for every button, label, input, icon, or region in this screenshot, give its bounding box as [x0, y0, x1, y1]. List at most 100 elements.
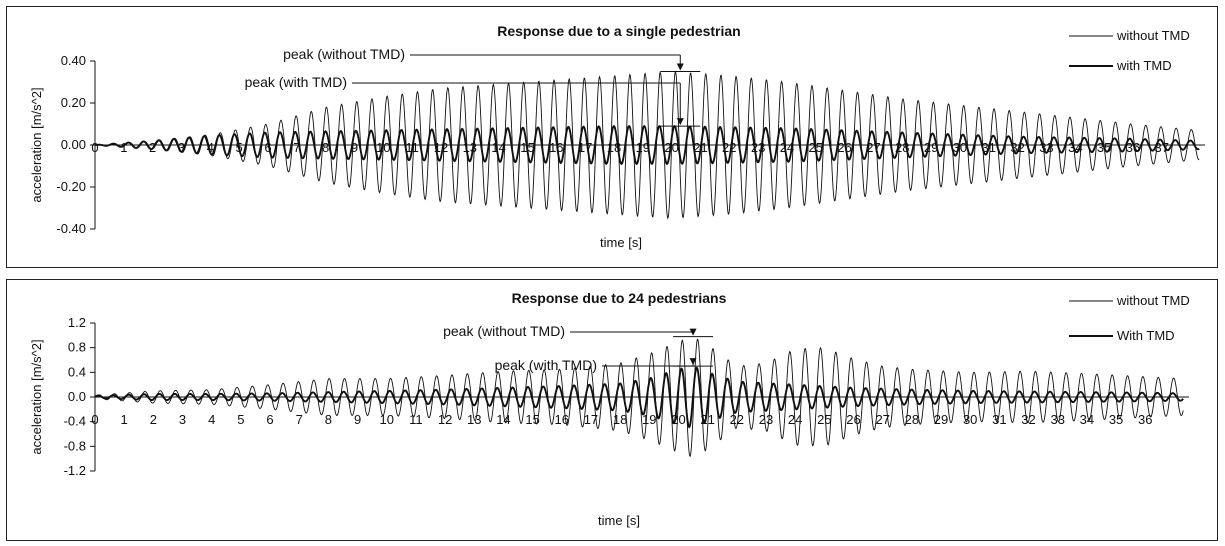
- x-tick-label: 25: [809, 140, 823, 155]
- x-tick-label: 26: [837, 140, 851, 155]
- x-tick-label: 34: [1068, 140, 1082, 155]
- x-tick-label: 14: [491, 140, 505, 155]
- x-tick-label: 9: [354, 412, 361, 427]
- x-tick-label: 23: [759, 412, 773, 427]
- x-tick-label: 0: [91, 140, 98, 155]
- x-tick-label: 15: [525, 412, 539, 427]
- x-axis-label: time [s]: [600, 235, 642, 250]
- x-tick-label: 5: [237, 412, 244, 427]
- annotation-label: peak (without TMD): [283, 46, 405, 62]
- x-tick-label: 35: [1097, 140, 1111, 155]
- x-tick-label: 22: [722, 140, 736, 155]
- x-tick-label: 37: [1155, 140, 1169, 155]
- x-tick-label: 10: [376, 140, 390, 155]
- chart-24-pedestrians: Response due to 24 pedestrians accelerati…: [29, 290, 1190, 528]
- y-tick-label: 1.2: [68, 315, 86, 330]
- y-tick-label: 0.00: [61, 137, 86, 152]
- annotation-arrow: [689, 328, 697, 336]
- y-tick-label: -1.2: [64, 463, 86, 478]
- x-tick-label: 2: [149, 140, 156, 155]
- x-tick-label: 1: [120, 140, 127, 155]
- x-tick-label: 4: [208, 412, 215, 427]
- annotation-arrow: [676, 118, 684, 126]
- x-tick-label: 27: [875, 412, 889, 427]
- x-tick-label: 6: [264, 140, 271, 155]
- x-tick-label: 28: [895, 140, 909, 155]
- x-tick-label: 10: [379, 412, 393, 427]
- x-tick-label: 28: [905, 412, 919, 427]
- x-tick-label: 27: [866, 140, 880, 155]
- annotation-arrow: [676, 63, 684, 71]
- x-tick-label: 3: [179, 412, 186, 427]
- x-tick-label: 21: [693, 140, 707, 155]
- annotation-arrow: [689, 358, 697, 366]
- x-tick-label: 29: [934, 412, 948, 427]
- series-line-without-tmd: [94, 70, 1200, 220]
- annotation-label: peak (with TMD): [495, 357, 597, 373]
- x-tick-label: 30: [953, 140, 967, 155]
- chart-title: Response due to 24 pedestrians: [512, 290, 727, 306]
- x-tick-label: 29: [924, 140, 938, 155]
- x-axis-label: time [s]: [598, 513, 640, 528]
- series-line-with-tmd: [94, 124, 1200, 166]
- x-tick-label: 14: [496, 412, 510, 427]
- x-tick-label: 11: [409, 412, 423, 427]
- x-tick-label: 12: [434, 140, 448, 155]
- chart-title: Response due to a single pedestrian: [497, 23, 741, 39]
- x-tick-label: 0: [91, 412, 98, 427]
- chart-single-pedestrian: Response due to a single pedestrian accel…: [29, 23, 1205, 250]
- chart-panel-single-pedestrian: Response due to a single pedestrian accel…: [6, 6, 1218, 268]
- x-tick-label: 16: [549, 140, 563, 155]
- x-tick-label: 36: [1138, 412, 1152, 427]
- x-tick-label: 22: [730, 412, 744, 427]
- x-tick-label: 34: [1080, 412, 1094, 427]
- x-tick-label: 20: [671, 412, 685, 427]
- x-tick-label: 21: [700, 412, 714, 427]
- x-tick-label: 31: [982, 140, 996, 155]
- y-tick-label: 0.0: [68, 389, 86, 404]
- x-tick-label: 5: [236, 140, 243, 155]
- x-tick-label: 7: [296, 412, 303, 427]
- y-tick-label: 0.8: [68, 340, 86, 355]
- y-tick-label: -0.8: [64, 438, 86, 453]
- y-tick-label: 0.20: [61, 95, 86, 110]
- x-tick-label: 8: [322, 140, 329, 155]
- x-tick-label: 3: [178, 140, 185, 155]
- legend-label: with TMD: [1116, 58, 1172, 73]
- x-tick-label: 4: [207, 140, 214, 155]
- x-tick-label: 23: [751, 140, 765, 155]
- x-tick-label: 1: [121, 412, 128, 427]
- series-line-with-tmd: [94, 366, 1184, 429]
- y-tick-label: 0.4: [68, 364, 86, 379]
- x-tick-label: 11: [405, 140, 419, 155]
- x-tick-label: 16: [555, 412, 569, 427]
- x-tick-label: 15: [520, 140, 534, 155]
- annotation-label: peak (without TMD): [443, 323, 565, 339]
- x-tick-label: 35: [1109, 412, 1123, 427]
- y-axis-label: acceleration [m/s^2]: [29, 339, 44, 454]
- x-tick-label: 26: [846, 412, 860, 427]
- x-tick-label: 31: [992, 412, 1006, 427]
- x-tick-label: 20: [664, 140, 678, 155]
- chart-panel-24-pedestrians: Response due to 24 pedestrians accelerati…: [6, 279, 1218, 541]
- x-tick-label: 33: [1050, 412, 1064, 427]
- x-tick-label: 24: [788, 412, 802, 427]
- annotation-label: peak (with TMD): [245, 74, 347, 90]
- y-tick-label: -0.40: [56, 221, 86, 236]
- x-tick-label: 36: [1126, 140, 1140, 155]
- legend-label: With TMD: [1117, 328, 1175, 343]
- series-line-without-tmd: [94, 338, 1184, 458]
- x-tick-label: 9: [351, 140, 358, 155]
- y-tick-label: -0.4: [64, 414, 86, 429]
- y-axis-label: acceleration [m/s^2]: [29, 87, 44, 202]
- legend-label: without TMD: [1116, 293, 1190, 308]
- x-tick-label: 25: [817, 412, 831, 427]
- legend-label: without TMD: [1116, 28, 1190, 43]
- x-tick-label: 32: [1021, 412, 1035, 427]
- x-tick-label: 18: [607, 140, 621, 155]
- x-tick-label: 32: [1010, 140, 1024, 155]
- x-tick-label: 13: [467, 412, 481, 427]
- x-tick-label: 8: [325, 412, 332, 427]
- x-tick-label: 17: [584, 412, 598, 427]
- x-tick-label: 18: [613, 412, 627, 427]
